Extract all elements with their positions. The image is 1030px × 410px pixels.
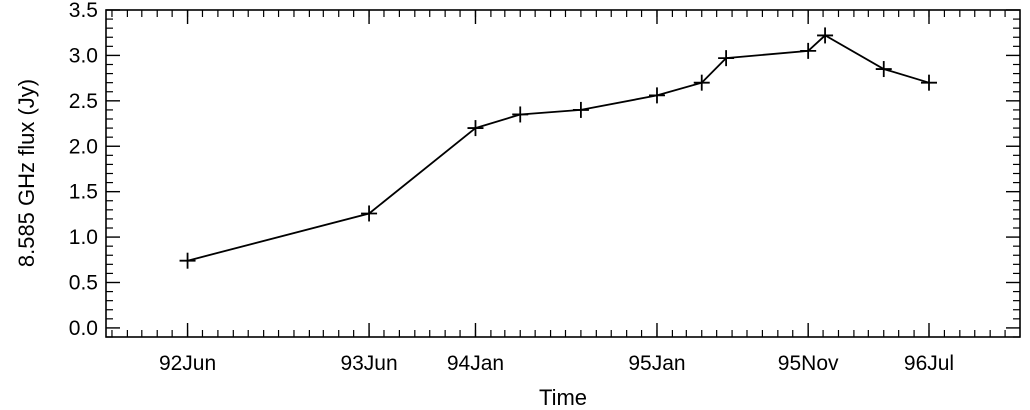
data-point-marker xyxy=(361,205,378,222)
data-point-marker xyxy=(875,61,892,78)
series-line xyxy=(187,34,930,262)
y-tick-label: 2.0 xyxy=(69,135,98,158)
series-layer xyxy=(179,27,937,269)
x-axis: 92Jun 93Jun 94Jan 95Jan 95Nov 96Jul xyxy=(111,10,1006,375)
x-tick-label: 95Jan xyxy=(628,352,685,375)
y-tick-label: 0.5 xyxy=(69,272,98,295)
x-tick-label: 96Jul xyxy=(904,352,954,375)
x-tick-label: 94Jan xyxy=(447,352,504,375)
x-tick-label: 92Jun xyxy=(159,352,216,375)
data-point-marker xyxy=(800,42,817,59)
data-point-marker xyxy=(572,101,589,118)
data-point-marker xyxy=(512,106,529,123)
data-point-marker xyxy=(718,50,735,67)
data-point-marker xyxy=(920,74,937,91)
data-point-marker xyxy=(467,120,484,137)
y-axis-title: 8.585 GHz flux (Jy) xyxy=(14,79,39,267)
y-axis: 0.0 0.5 1.0 1.5 2.0 2.5 3.0 3.5 xyxy=(69,0,1020,340)
data-point-marker xyxy=(179,252,196,269)
y-tick-label: 1.5 xyxy=(69,181,98,204)
y-tick-label: 3.5 xyxy=(69,0,98,22)
data-point-marker xyxy=(648,87,665,104)
plot-frame xyxy=(105,9,1021,338)
data-point-marker xyxy=(693,74,710,91)
y-tick-label: 2.5 xyxy=(69,90,98,113)
data-point-marker xyxy=(817,27,834,44)
y-tick-label: 1.0 xyxy=(69,226,98,249)
x-tick-label: 95Nov xyxy=(778,352,839,375)
x-tick-label: 93Jun xyxy=(340,352,397,375)
y-tick-label: 3.0 xyxy=(69,44,98,67)
x-axis-title: Time xyxy=(539,385,587,410)
y-tick-label: 0.0 xyxy=(69,317,98,340)
